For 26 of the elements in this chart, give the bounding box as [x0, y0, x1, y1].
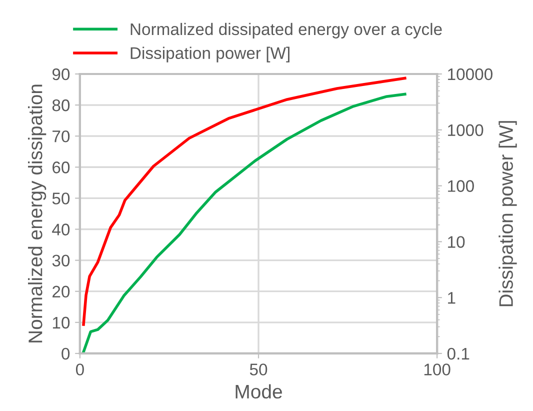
y2-tick-label: 10000 [448, 68, 492, 80]
y2-tick-label: 10 [448, 236, 465, 248]
legend-label: Normalized dissipated energy over a cycle [130, 22, 442, 38]
line-series [82, 76, 406, 326]
y-tick-label: 10 [52, 316, 70, 329]
y-tick-label: 50 [52, 192, 70, 204]
y-tick-label: 40 [52, 224, 70, 236]
y2-tick-label: 0.1 [447, 348, 470, 360]
y2-tick-label: 1 [448, 292, 456, 304]
x-axis-title: Mode [236, 384, 282, 399]
y-tick-label: 80 [52, 99, 70, 112]
y-tick-label: 60 [52, 162, 70, 174]
line-series [82, 92, 406, 354]
x-tick-label: 50 [250, 364, 268, 376]
x-tick-label: 0 [76, 364, 84, 376]
legend-label: Dissipation power [W] [130, 46, 290, 62]
y2-tick-label: 1000 [448, 124, 484, 136]
y-tick-label: 70 [52, 130, 70, 142]
y2-axis-title: Dissipation power [W] [498, 121, 517, 306]
x-tick-label: 100 [424, 364, 450, 376]
y-tick-label: 0 [62, 348, 70, 360]
y2-tick-label: 100 [448, 180, 474, 192]
y-axis-title: Normalized energy dissipation [28, 84, 46, 342]
y-tick-label: 20 [52, 286, 70, 298]
y-tick-label: 90 [52, 68, 70, 80]
y-tick-label: 30 [52, 254, 70, 267]
